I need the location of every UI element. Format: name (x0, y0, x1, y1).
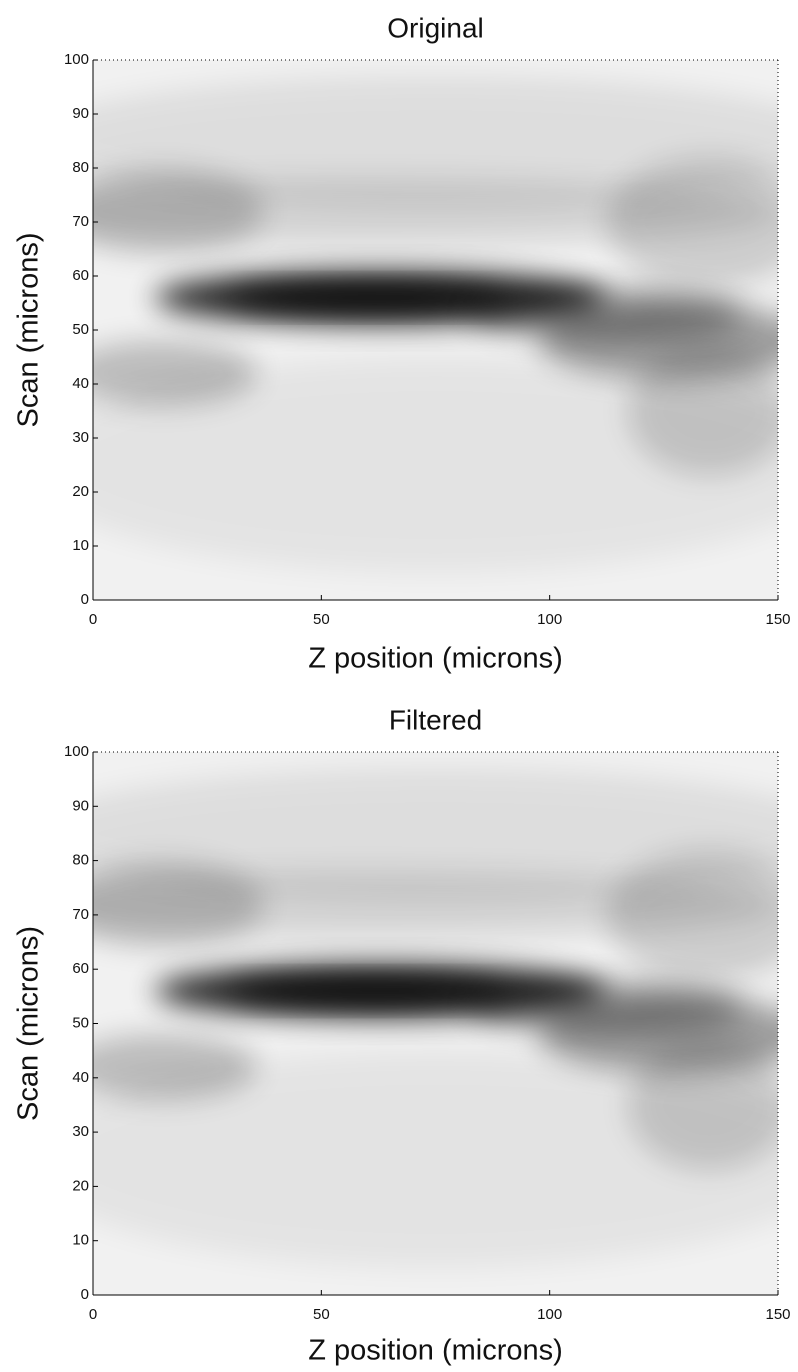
y-tick-label: 90 (72, 105, 89, 122)
y-tick-label: 60 (72, 267, 89, 284)
intensity-region (93, 178, 778, 244)
intensity-region (469, 980, 744, 1035)
intensity-region (93, 871, 778, 937)
x-tick-label: 0 (89, 1306, 97, 1323)
x-tick-label: 150 (765, 611, 790, 628)
x-tick-label: 50 (313, 1306, 330, 1323)
intensity-region (93, 860, 265, 948)
y-tick-label: 40 (72, 1069, 89, 1086)
y-tick-label: 90 (72, 797, 89, 814)
x-tick-label: 0 (89, 611, 97, 628)
y-tick-label: 60 (72, 960, 89, 977)
y-tick-label: 0 (81, 591, 89, 608)
x-tick-label: 100 (537, 611, 562, 628)
heatmap-image (93, 60, 778, 600)
y-tick-label: 20 (72, 483, 89, 500)
y-tick-label: 70 (72, 213, 89, 230)
y-tick-label: 100 (64, 743, 89, 760)
y-tick-label: 100 (64, 51, 89, 68)
y-tick-label: 0 (81, 1286, 89, 1303)
intensity-region (93, 76, 778, 206)
x-tick-label: 50 (313, 611, 330, 628)
intensity-region (93, 1050, 778, 1268)
y-tick-label: 50 (72, 1014, 89, 1031)
intensity-region (93, 768, 778, 899)
x-axis-label: Z position (microns) (308, 1335, 563, 1367)
intensity-region (606, 849, 778, 981)
y-tick-label: 50 (72, 321, 89, 338)
intensity-region (93, 168, 265, 255)
intensity-region (230, 977, 504, 1005)
y-tick-label: 40 (72, 375, 89, 392)
chart-title: Original (387, 12, 483, 43)
y-tick-label: 30 (72, 429, 89, 446)
y-tick-label: 30 (72, 1123, 89, 1140)
x-tick-label: 100 (537, 1306, 562, 1323)
y-tick-label: 10 (72, 1232, 89, 1249)
y-tick-label: 20 (72, 1177, 89, 1194)
x-axis-label: Z position (microns) (308, 643, 563, 675)
y-tick-label: 80 (72, 159, 89, 176)
intensity-region (469, 286, 744, 341)
y-tick-label: 80 (72, 852, 89, 869)
x-tick-label: 150 (765, 1306, 790, 1323)
heatmap-image (93, 752, 778, 1295)
y-axis-label: Scan (microns) (13, 233, 45, 428)
chart-title: Filtered (389, 704, 482, 735)
y-tick-label: 70 (72, 906, 89, 923)
y-tick-label: 10 (72, 537, 89, 554)
intensity-region (606, 157, 778, 287)
intensity-region (93, 357, 778, 573)
y-axis-label: Scan (microns) (13, 926, 45, 1121)
intensity-region (230, 284, 504, 312)
